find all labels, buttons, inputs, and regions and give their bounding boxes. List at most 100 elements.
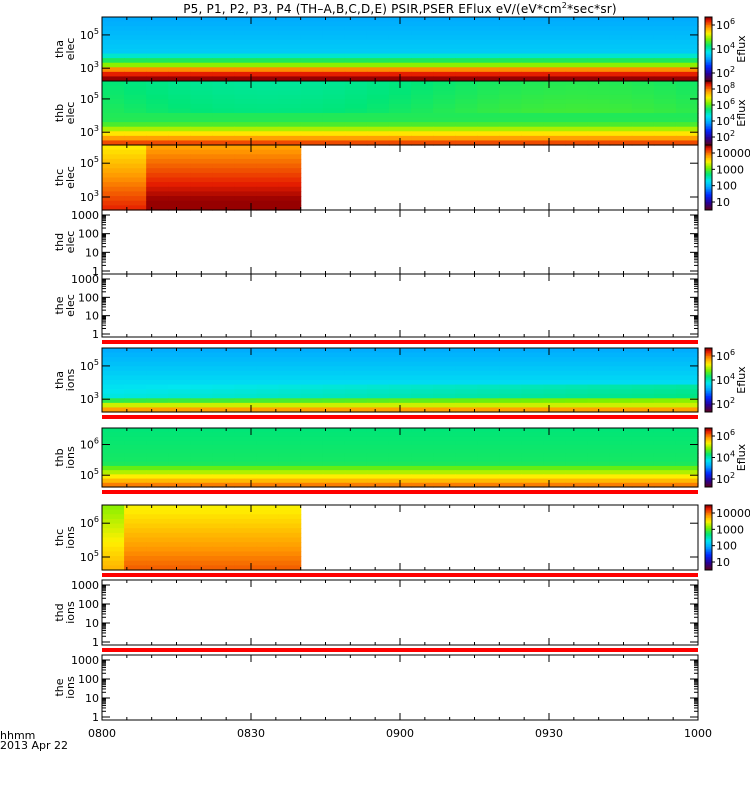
heatmap-cell: [168, 30, 191, 36]
heatmap-cell: [300, 108, 324, 114]
heatmap-cell: [146, 26, 169, 32]
heatmap-cell: [543, 67, 567, 73]
heatmap-cell: [322, 436, 346, 442]
colorbar-swatch: [705, 97, 712, 100]
heatmap-cell: [565, 470, 589, 475]
heatmap-cell: [300, 35, 324, 41]
heatmap-cell: [256, 375, 280, 381]
heatmap-cell: [631, 76, 655, 82]
heatmap-cell: [322, 103, 346, 110]
heatmap-cell: [212, 398, 236, 404]
heatmap-cell: [190, 440, 213, 446]
heatmap-cell: [322, 370, 346, 377]
heatmap-cell: [411, 402, 434, 409]
colorbar-swatch: [705, 348, 712, 351]
heatmap-cell: [168, 542, 191, 548]
heatmap-cell: [234, 556, 258, 562]
heatmap-cell: [609, 39, 633, 46]
heatmap-cell: [521, 398, 545, 404]
y-axis-label: theelec: [53, 294, 77, 317]
colorbar-swatch: [705, 26, 712, 29]
heatmap-cell: [124, 470, 147, 475]
colorbar-tick-label: 102: [716, 396, 735, 411]
heatmap-cell: [675, 453, 699, 459]
heatmap-cell: [234, 196, 258, 202]
heatmap-cell: [499, 398, 523, 404]
heatmap-cell: [477, 465, 500, 471]
heatmap-cell: [322, 131, 346, 137]
heatmap-cell: [256, 126, 280, 132]
heatmap-cell: [190, 108, 213, 114]
colorbar-swatch: [705, 37, 712, 40]
heatmap-cell: [653, 135, 677, 142]
heatmap-cell: [278, 168, 302, 174]
y-tick-label: 10: [85, 246, 99, 259]
heatmap-cell: [124, 145, 147, 151]
colorbar-swatch: [705, 445, 712, 448]
heatmap-cell: [411, 357, 434, 363]
heatmap-cell: [322, 81, 346, 87]
heatmap-cell: [499, 17, 523, 23]
heatmap-cell: [212, 523, 236, 529]
heatmap-cell: [653, 67, 677, 73]
heatmap-cell: [477, 352, 500, 358]
colorbar-swatch: [705, 478, 712, 481]
heatmap-cell: [675, 384, 699, 390]
heatmap-cell: [124, 375, 147, 381]
colorbar-swatch: [705, 547, 712, 550]
heatmap-cell: [631, 461, 655, 467]
heatmap-cell: [278, 560, 302, 566]
colorbar-swatch: [705, 396, 712, 399]
heatmap-cell: [587, 67, 611, 73]
heatmap-cell: [455, 35, 478, 41]
heatmap-cell: [278, 191, 302, 197]
heatmap-cell: [234, 58, 258, 64]
colorbar-tick-label: 104: [716, 450, 735, 465]
heatmap-cell: [543, 135, 567, 142]
heatmap-cell: [102, 546, 125, 553]
heatmap-cell: [675, 465, 699, 471]
heatmap-cell: [190, 380, 213, 386]
colorbar-swatch: [705, 511, 712, 514]
heatmap-cell: [433, 474, 456, 480]
heatmap-cell: [102, 449, 125, 454]
heatmap-cell: [587, 402, 611, 409]
heatmap-cell: [565, 482, 589, 488]
heatmap-cell: [102, 398, 125, 404]
y-tick-label: 1: [92, 265, 99, 278]
heatmap-cell: [499, 474, 523, 480]
heatmap-cell: [256, 99, 280, 105]
y-tick-label: 10: [85, 310, 99, 323]
heatmap-cell: [234, 39, 258, 46]
heatmap-cell: [609, 108, 633, 114]
heatmap-cell: [256, 168, 280, 174]
heatmap-cell: [388, 474, 412, 480]
heatmap-cell: [411, 71, 434, 78]
colorbar-tick-label: 106: [716, 97, 735, 112]
heatmap-tha-elec: [102, 17, 699, 82]
heatmap-cell: [278, 370, 302, 377]
heatmap-cell: [433, 81, 456, 87]
colorbar-swatch: [705, 381, 712, 384]
heatmap-cell: [631, 348, 655, 354]
heatmap-cell: [146, 436, 169, 442]
heatmap-cell: [212, 366, 236, 372]
heatmap-cell: [477, 461, 500, 467]
heatmap-cell: [543, 393, 567, 399]
colorbar-swatch: [705, 475, 712, 478]
heatmap-cell: [234, 402, 258, 409]
heatmap-cell: [234, 366, 258, 372]
colorbar-swatch: [705, 433, 712, 436]
heatmap-cell: [212, 81, 236, 87]
colorbar-swatch: [705, 167, 712, 170]
heatmap-cell: [146, 357, 169, 363]
heatmap-cell: [388, 453, 412, 459]
heatmap-cell: [344, 444, 368, 450]
heatmap-cell: [587, 94, 611, 100]
heatmap-cell: [300, 474, 324, 480]
heatmap-cell: [278, 182, 302, 188]
heatmap-cell: [168, 518, 191, 525]
heatmap-cell: [102, 509, 125, 515]
heatmap-cell: [256, 380, 280, 386]
heatmap-cell: [190, 436, 213, 442]
